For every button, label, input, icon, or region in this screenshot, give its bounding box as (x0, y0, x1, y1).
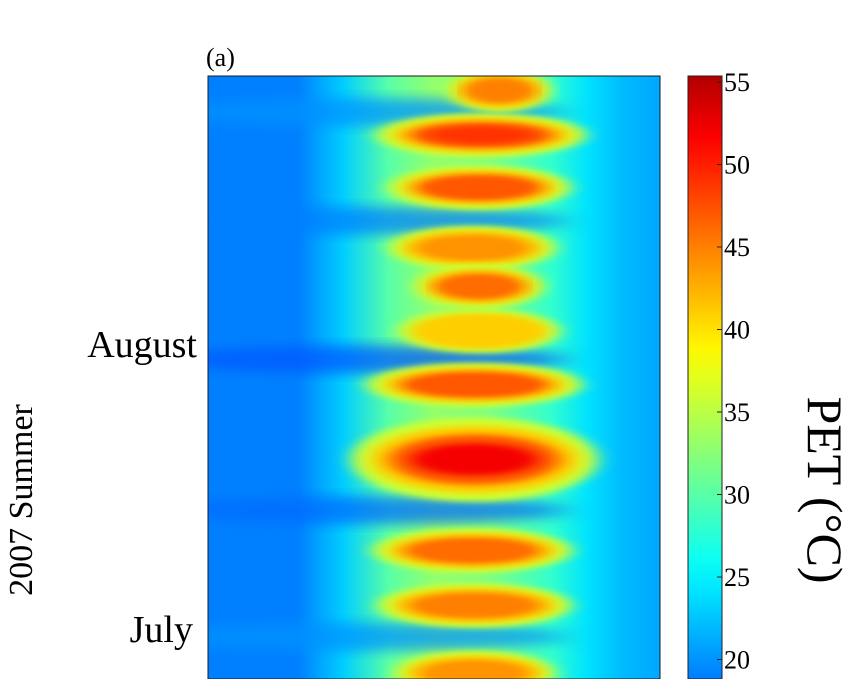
hot-band-2 (388, 165, 570, 210)
hot-band-1-layer-3 (428, 126, 535, 144)
colorbar-gradient (688, 76, 722, 679)
hot-band-layer (352, 76, 598, 679)
hot-band-4-layer-3 (446, 278, 512, 295)
colorbar-tick-label-55: 55 (724, 68, 750, 97)
hot-band-10-layer-3 (434, 664, 516, 679)
colorbar-tick-label-20: 20 (724, 646, 750, 675)
hot-band-9 (378, 583, 571, 628)
y-tick-label-july: July (130, 609, 193, 651)
heatmap-frame (207, 75, 661, 679)
cool-band-3 (208, 496, 570, 525)
colorbar-tick-label-40: 40 (724, 316, 750, 345)
hot-band-2-layer-3 (433, 179, 526, 196)
hot-band-10 (394, 650, 555, 679)
hot-band-1 (377, 113, 586, 158)
hot-band-3-layer-3 (430, 239, 515, 257)
panel-label: (a) (206, 43, 235, 72)
colorbar-label: PET (°C) (797, 396, 850, 583)
colorbar-tick-label-50: 50 (724, 151, 750, 180)
hot-band-9-layer-3 (425, 597, 524, 614)
cool-band-4 (208, 622, 570, 651)
colorbar-tick-label-45: 45 (724, 233, 750, 262)
hot-band-0-layer-3 (473, 82, 526, 99)
y-tick-label-august: August (87, 324, 197, 366)
hot-band-6 (368, 362, 582, 407)
hot-band-8 (373, 528, 572, 573)
colorbar: 20 25 30 35 40 45 50 55 (687, 68, 750, 679)
hot-band-5 (399, 309, 560, 354)
colorbar-ticks: 20 25 30 35 40 45 50 55 (717, 68, 750, 675)
hot-band-3 (389, 225, 556, 270)
hot-band-7 (352, 417, 598, 502)
hot-band-0 (448, 76, 551, 113)
hot-band-6-layer-3 (420, 376, 529, 394)
colorbar-frame (687, 75, 723, 679)
heatmap-plot-area (208, 76, 660, 679)
colorbar-tick-label-30: 30 (724, 481, 750, 510)
hot-band-7-layer-3 (412, 443, 538, 476)
hot-band-5-layer-3 (438, 322, 520, 340)
hot-band-4 (415, 264, 544, 309)
colorbar-tick-label-35: 35 (724, 398, 750, 427)
colorbar-tick-label-25: 25 (724, 563, 750, 592)
hot-band-8-layer-3 (422, 542, 523, 559)
y-axis-label: 2007 Summer (3, 403, 40, 595)
